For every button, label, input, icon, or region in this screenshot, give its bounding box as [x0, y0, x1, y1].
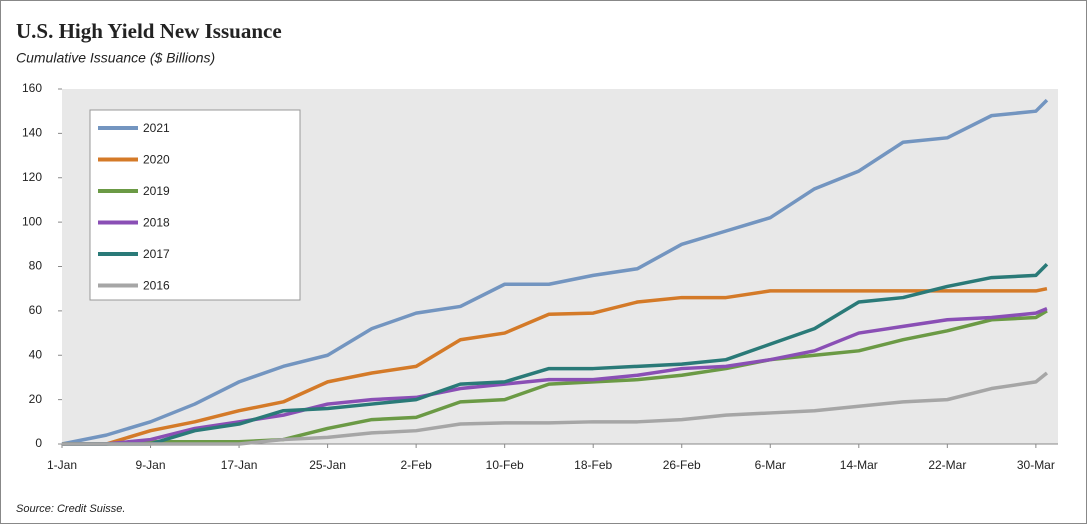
series-line — [62, 263, 1049, 446]
series-line — [62, 286, 1048, 446]
x-tick-label: 22-Mar — [928, 458, 966, 472]
x-tick-label: 9-Jan — [136, 458, 166, 472]
x-tick-label: 25-Jan — [309, 458, 346, 472]
x-tick-label: 2-Feb — [400, 458, 432, 472]
y-tick-label: 120 — [22, 170, 42, 184]
y-tick-label: 140 — [22, 126, 42, 140]
series-line — [62, 371, 1049, 446]
legend-label: 2021 — [143, 121, 170, 135]
x-tick-label: 17-Jan — [221, 458, 258, 472]
series-line — [62, 307, 1048, 446]
y-tick-label: 80 — [29, 259, 43, 273]
y-tick-label: 100 — [22, 214, 42, 228]
x-tick-label: 10-Feb — [486, 458, 524, 472]
series-line — [62, 309, 1048, 446]
y-tick-label: 160 — [22, 81, 42, 95]
x-tick-label: 26-Feb — [663, 458, 701, 472]
legend-label: 2020 — [143, 153, 170, 167]
x-tick-label: 1-Jan — [47, 458, 77, 472]
y-tick-label: 40 — [29, 347, 43, 361]
source-note: Source: Credit Suisse. — [16, 503, 125, 515]
chart-title: U.S. High Yield New Issuance — [16, 19, 282, 43]
legend-box — [89, 109, 301, 301]
x-tick-label: 30-Mar — [1017, 458, 1055, 472]
series-line — [61, 98, 1049, 446]
y-tick-label: 20 — [29, 392, 43, 406]
x-tick-label: 14-Mar — [840, 458, 878, 472]
legend-label: 2016 — [143, 279, 170, 293]
y-tick-label: 60 — [29, 303, 43, 317]
x-tick-label: 18-Feb — [574, 458, 612, 472]
x-tick-label: 6-Mar — [755, 458, 786, 472]
legend-label: 2017 — [143, 247, 170, 261]
y-tick-label: 0 — [35, 436, 42, 450]
legend-label: 2018 — [143, 216, 170, 230]
chart-subtitle: Cumulative Issuance ($ Billions) — [16, 50, 215, 66]
legend-label: 2019 — [143, 184, 170, 198]
